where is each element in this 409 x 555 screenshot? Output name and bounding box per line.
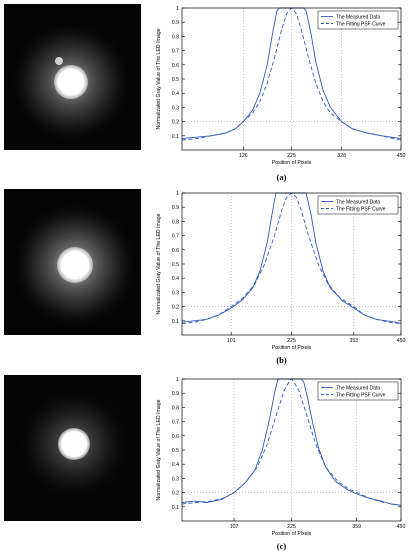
y-tick-label: 0.7	[172, 420, 179, 426]
x-axis-label: Position of Pixels	[272, 345, 312, 351]
y-tick-label: 0.7	[172, 234, 179, 240]
x-tick-label: 450	[397, 153, 406, 159]
series-fitting-line	[181, 7, 402, 141]
y-tick-label: 0.1	[172, 505, 179, 511]
legend-box	[317, 195, 399, 215]
y-axis-label: Normalizated Gray Value of The LED Image	[156, 399, 162, 500]
y-axis-label: Normalizated Gray Value of The LED Image	[156, 213, 162, 314]
y-tick-label: 1	[176, 377, 179, 383]
y-tick-label: 0.5	[172, 448, 179, 454]
legend-entry-label: The Fitting PSF Curve	[336, 392, 386, 398]
chart-svg: 0.1 0.2 0.3 0.4 0.5 0.6 0.7 0.8 0.9 1 126 225 328 450…	[156, 6, 406, 166]
y-tick-label: 0.4	[172, 462, 179, 468]
y-tick-label: 0.4	[172, 276, 179, 282]
psf-chart-b: 0.1 0.2 0.3 0.4 0.5 0.6 0.7 0.8 0.9 1 101 225 353 450…	[148, 189, 406, 359]
x-axis-label: Position of Pixels	[272, 531, 312, 537]
legend-entry-label: The Measured Data	[336, 385, 380, 391]
y-tick-label: 0.3	[172, 290, 179, 296]
x-tick-label: 225	[287, 524, 296, 530]
chart-svg: 0.1 0.2 0.3 0.4 0.5 0.6 0.7 0.8 0.9 1 101 225 353 450…	[156, 191, 406, 351]
x-tick-label: 450	[397, 338, 406, 344]
x-tick-label: 450	[397, 524, 406, 530]
y-tick-label: 0.6	[172, 248, 179, 254]
y-tick-label: 1	[176, 191, 179, 197]
y-tick-label: 0.2	[172, 491, 179, 497]
legend-box	[317, 10, 399, 30]
legend-entry-label: The Fitting PSF Curve	[336, 21, 386, 27]
y-tick-label: 0.9	[172, 20, 179, 26]
psf-chart-a: 0.1 0.2 0.3 0.4 0.5 0.6 0.7 0.8 0.9 1 126 225 328 450…	[148, 4, 406, 174]
y-tick-label: 0.2	[172, 305, 179, 311]
figure-panel-a: 0.1 0.2 0.3 0.4 0.5 0.6 0.7 0.8 0.9 1 126 225 328 450…	[0, 4, 409, 184]
y-tick-label: 0.9	[172, 205, 179, 211]
led-image-c	[4, 375, 141, 521]
legend-entry-label: The Measured Data	[336, 199, 380, 205]
panel-label-a: (a)	[276, 172, 287, 182]
y-tick-label: 0.7	[172, 49, 179, 55]
x-axis-label: Position of Pixels	[272, 160, 312, 166]
y-tick-label: 0.8	[172, 405, 179, 411]
x-tick-label: 101	[227, 338, 236, 344]
y-axis-label: Normalizated Gray Value of The LED Image	[156, 28, 162, 129]
legend-entry-label: The Measured Data	[336, 14, 380, 20]
y-tick-label: 0.5	[172, 77, 179, 83]
x-tick-label: 328	[337, 153, 346, 159]
y-tick-label: 0.5	[172, 262, 179, 268]
y-tick-label: 0.9	[172, 391, 179, 397]
y-tick-label: 0.3	[172, 476, 179, 482]
panel-label-c: (c)	[276, 541, 287, 551]
x-tick-label: 225	[287, 338, 296, 344]
legend-entry-label: The Fitting PSF Curve	[336, 206, 386, 212]
y-tick-label: 0.1	[172, 319, 179, 325]
x-tick-label: 353	[349, 338, 358, 344]
legend-box	[317, 381, 399, 401]
y-tick-label: 0.1	[172, 134, 179, 140]
y-tick-label: 1	[176, 6, 179, 12]
psf-chart-c: 0.1 0.2 0.3 0.4 0.5 0.6 0.7 0.8 0.9 1 107 225 359 450…	[148, 375, 406, 545]
y-tick-label: 0.2	[172, 120, 179, 126]
chart-svg: 0.1 0.2 0.3 0.4 0.5 0.6 0.7 0.8 0.9 1 107 225 359 450…	[156, 377, 406, 537]
x-tick-label: 359	[352, 524, 361, 530]
y-tick-label: 0.6	[172, 63, 179, 69]
figure-panel-b: 0.1 0.2 0.3 0.4 0.5 0.6 0.7 0.8 0.9 1 101 225 353 450…	[0, 189, 409, 369]
y-tick-label: 0.3	[172, 105, 179, 111]
panel-label-b: (b)	[276, 355, 287, 365]
y-tick-label: 0.8	[172, 34, 179, 40]
led-image-a	[4, 4, 141, 150]
y-tick-label: 0.6	[172, 434, 179, 440]
figure-panel-c: 0.1 0.2 0.3 0.4 0.5 0.6 0.7 0.8 0.9 1 107 225 359 450…	[0, 375, 409, 555]
x-tick-label: 107	[230, 524, 239, 530]
x-tick-label: 225	[287, 153, 296, 159]
y-tick-label: 0.4	[172, 91, 179, 97]
led-image-b	[4, 189, 141, 335]
x-tick-label: 126	[239, 153, 248, 159]
y-tick-label: 0.8	[172, 219, 179, 225]
